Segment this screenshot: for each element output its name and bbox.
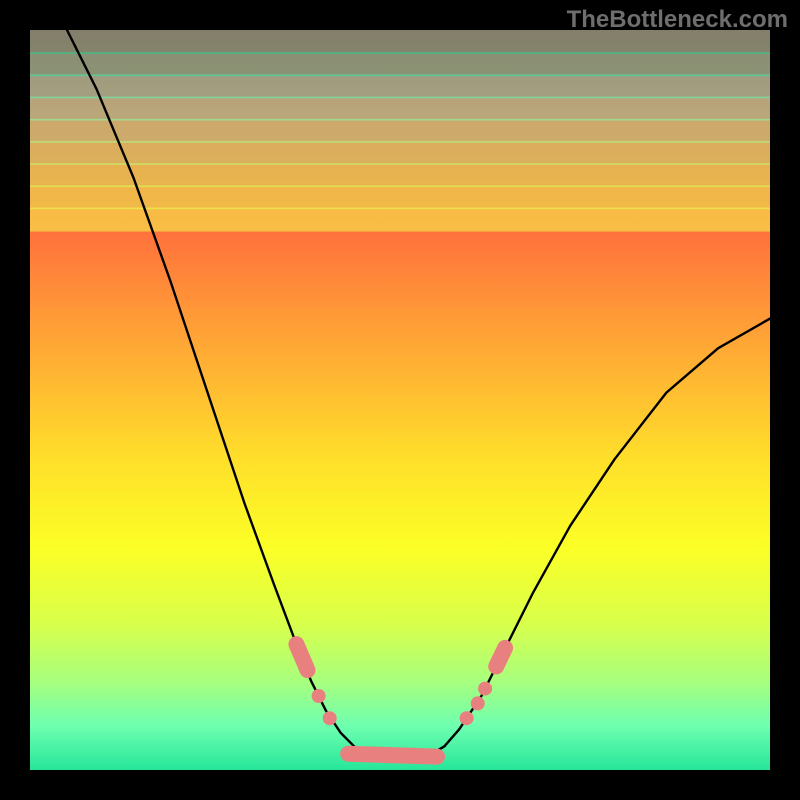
watermark-text: TheBottleneck.com [567, 6, 788, 34]
bottleneck-chart [30, 30, 770, 770]
chart-frame: TheBottleneck.com [0, 0, 800, 800]
plot-area [30, 30, 770, 770]
